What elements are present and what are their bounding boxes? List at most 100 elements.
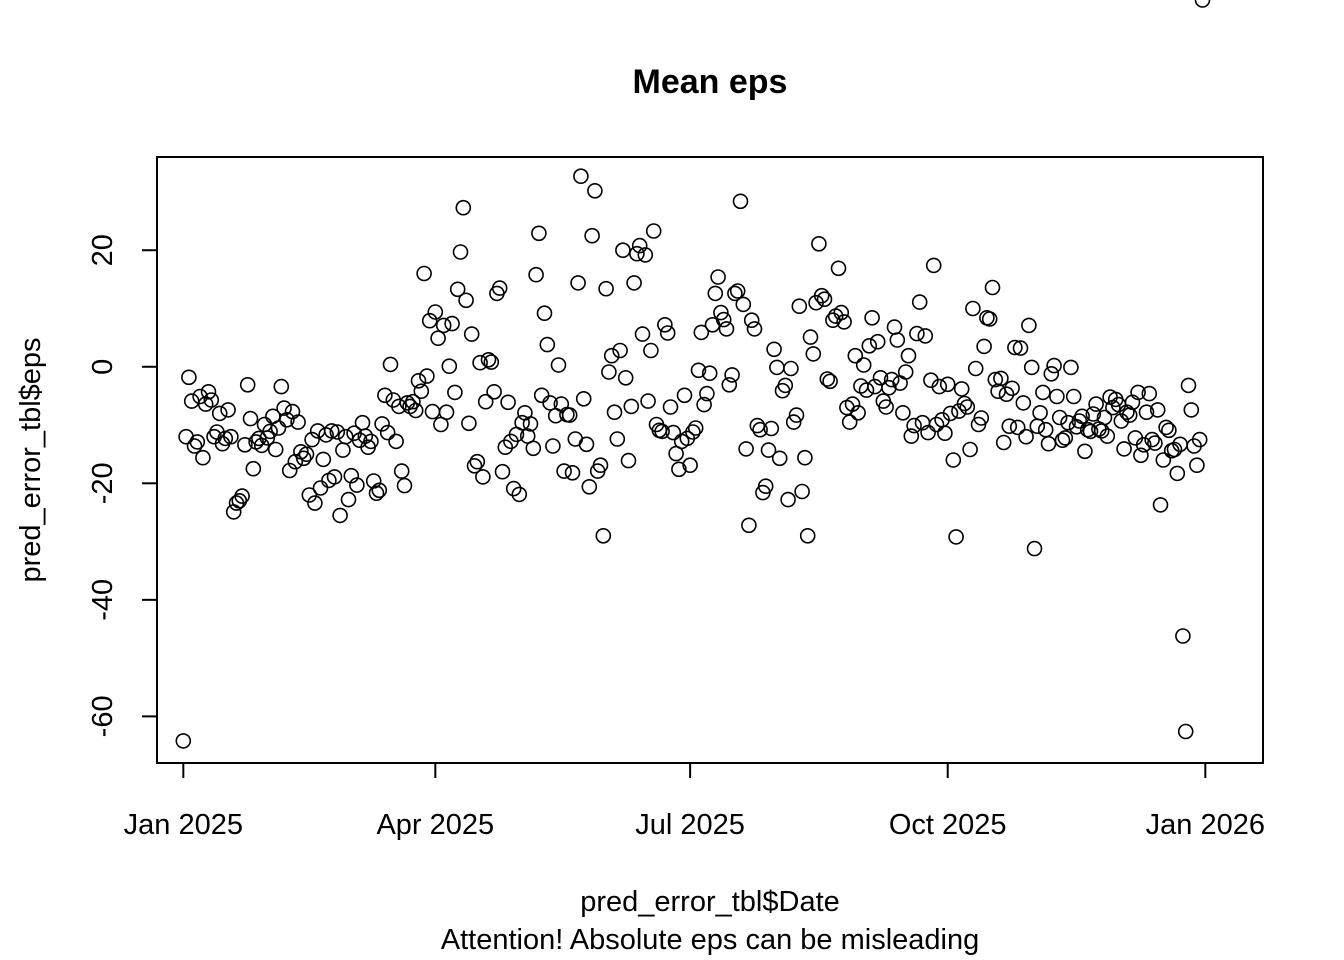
data-point (791, 298, 808, 315)
data-point (223, 428, 239, 445)
data-point (1007, 339, 1023, 356)
data-point (592, 457, 609, 474)
data-point (850, 404, 866, 421)
data-point (511, 486, 528, 503)
y-tick-label: -20 (87, 462, 119, 504)
x-tick-label: Oct 2025 (889, 809, 1007, 841)
data-point (601, 364, 617, 380)
data-point (326, 469, 343, 485)
data-point (872, 369, 889, 386)
data-point (444, 315, 460, 332)
data-point (671, 461, 687, 478)
data-point (987, 371, 1004, 388)
data-point (878, 399, 894, 415)
data-point (696, 396, 712, 413)
data-point (777, 377, 794, 394)
data-point (1099, 428, 1116, 444)
data-point (1169, 465, 1186, 482)
data-point (626, 275, 642, 291)
data-point (1009, 419, 1026, 436)
data-point (1029, 418, 1046, 435)
data-point (270, 420, 287, 436)
data-point (1004, 380, 1020, 397)
data-point (1147, 435, 1163, 451)
data-point (998, 386, 1015, 403)
data-point (458, 292, 474, 309)
data-point (371, 482, 388, 499)
data-point (405, 393, 421, 410)
data-point (211, 405, 228, 422)
data-point (1183, 402, 1200, 418)
data-point (911, 294, 928, 310)
data-point (1194, 0, 1211, 8)
data-point (1035, 384, 1051, 401)
data-point (396, 477, 413, 494)
data-point (631, 237, 648, 254)
data-point (581, 478, 598, 495)
data-point (612, 342, 628, 359)
data-point (483, 354, 500, 370)
data-point (463, 326, 480, 342)
data-point (797, 449, 813, 466)
data-point (1166, 441, 1183, 458)
data-point (486, 383, 502, 400)
data-point (620, 452, 637, 469)
data-point (1060, 414, 1076, 431)
data-point (623, 398, 640, 415)
data-point (763, 420, 780, 437)
data-point (931, 378, 948, 395)
data-point (438, 404, 455, 421)
data-point (897, 364, 914, 380)
data-point (477, 393, 494, 410)
data-point (237, 436, 253, 453)
data-point (329, 424, 346, 440)
data-point (783, 360, 799, 377)
data-point (1149, 402, 1166, 418)
data-point (262, 423, 278, 440)
data-point (1085, 406, 1102, 422)
y-tick-label: 0 (87, 359, 119, 375)
data-point (984, 279, 1001, 296)
data-point (794, 483, 810, 500)
data-point (645, 223, 662, 239)
data-point (1116, 441, 1132, 457)
data-point (715, 311, 732, 328)
data-point (1032, 404, 1048, 421)
data-point (945, 452, 962, 468)
data-point (307, 495, 323, 511)
data-point (290, 414, 306, 430)
data-point (181, 369, 197, 386)
data-point (654, 423, 670, 440)
data-point (606, 404, 623, 421)
data-point (956, 395, 973, 412)
data-point (965, 300, 981, 317)
chart-title: Mean eps (633, 63, 788, 101)
x-tick-label: Jan 2025 (124, 809, 243, 841)
data-point (855, 357, 872, 373)
data-point (701, 365, 718, 382)
data-point (976, 338, 992, 355)
data-point (393, 463, 410, 479)
data-point (629, 245, 645, 262)
data-point (1015, 395, 1032, 411)
data-point (542, 395, 558, 411)
data-point (312, 480, 329, 496)
data-point (220, 402, 236, 418)
data-point (480, 351, 497, 368)
data-point (251, 430, 267, 447)
data-point (766, 341, 782, 358)
data-point (889, 332, 906, 348)
data-point (657, 316, 673, 333)
data-point (584, 227, 600, 244)
data-point (1155, 452, 1172, 468)
data-point (497, 439, 514, 456)
data-point (1144, 431, 1160, 448)
data-point (1175, 628, 1191, 644)
data-point (183, 393, 200, 409)
data-point (242, 410, 259, 427)
data-point (615, 242, 631, 258)
data-point (239, 376, 256, 393)
data-point (1113, 413, 1130, 429)
data-point (909, 325, 925, 342)
data-point (1158, 419, 1174, 436)
